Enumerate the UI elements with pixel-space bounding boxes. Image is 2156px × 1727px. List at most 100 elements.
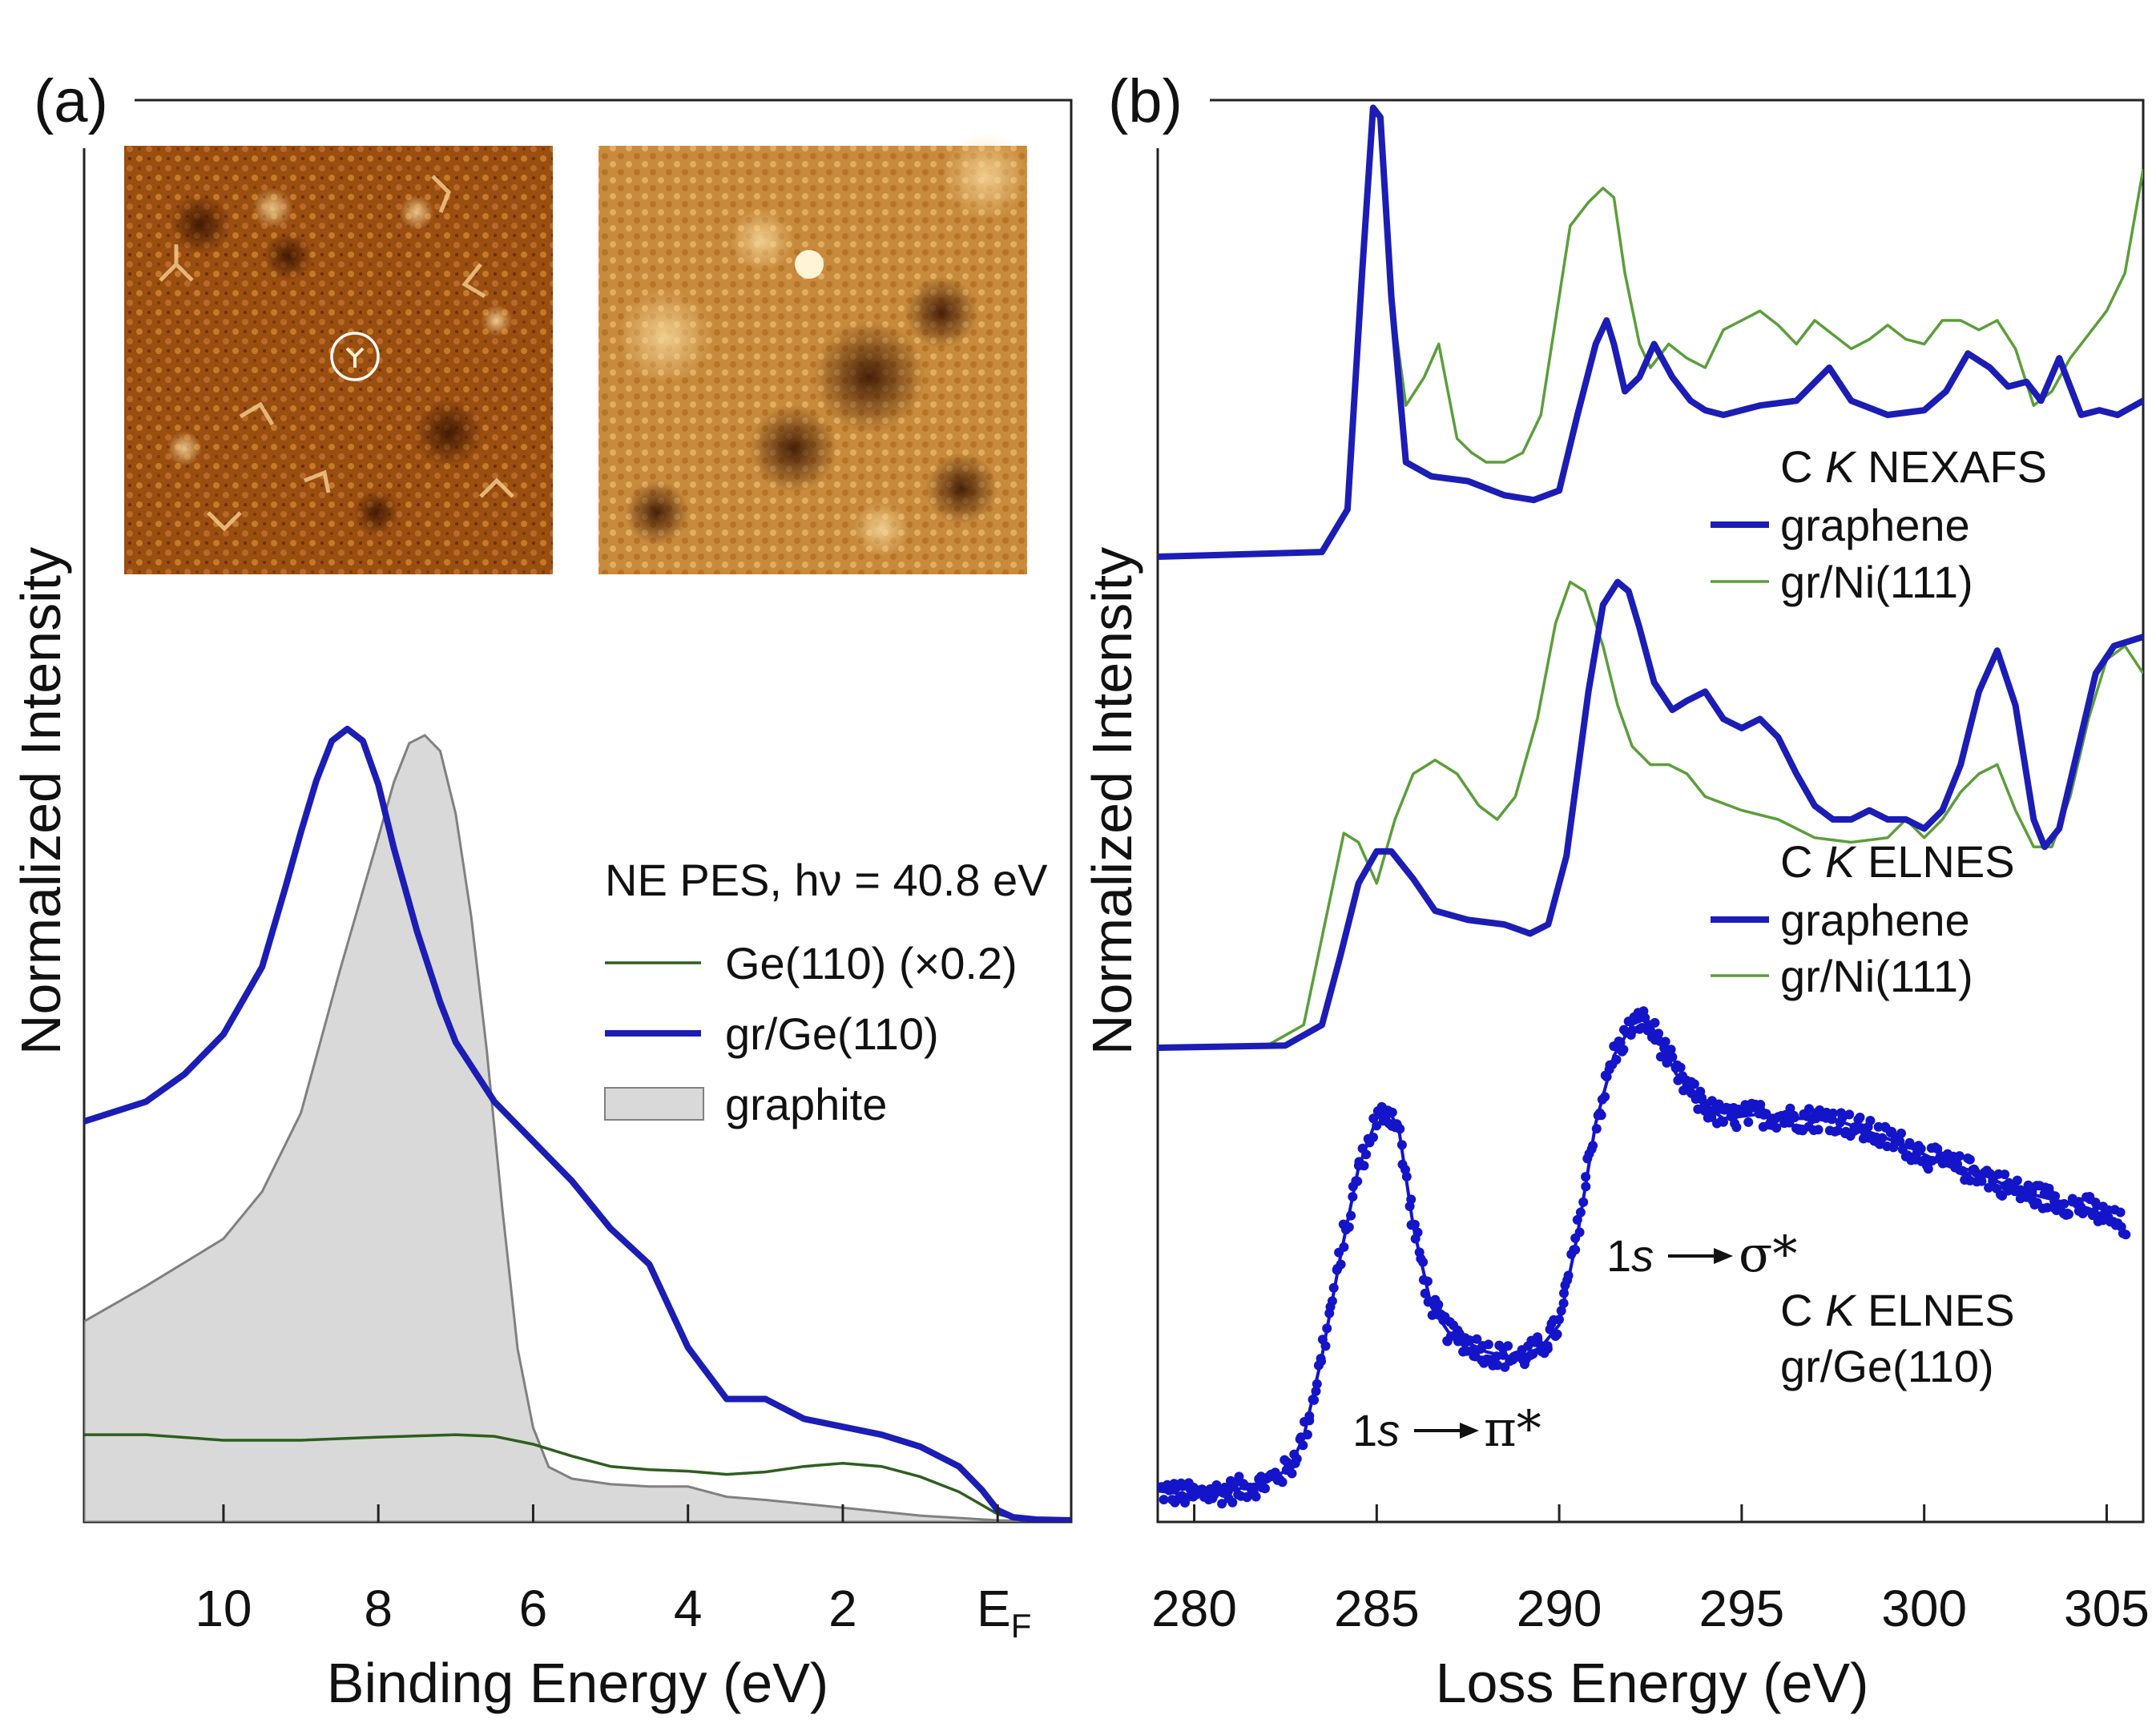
- data-point: [1159, 1495, 1169, 1505]
- data-point: [2064, 1209, 2073, 1219]
- x-tick-label-a-0: 10: [195, 1580, 252, 1637]
- data-point: [1832, 1125, 1843, 1136]
- panel-b-frame: [1156, 99, 2145, 1524]
- annotation-pi-target: π*: [1484, 1399, 1541, 1458]
- plot-a-area: [84, 726, 1071, 1522]
- legend-swatch-graphite: [604, 1087, 704, 1121]
- data-point: [1771, 1123, 1782, 1133]
- series-nexafs-graphene: [1158, 104, 2143, 560]
- series-graphite-area: [84, 734, 1071, 1522]
- data-point: [1865, 1116, 1876, 1125]
- x-tick-label-b-0: 280: [1151, 1580, 1237, 1637]
- x-axis-a-label: Binding Energy (eV): [327, 1652, 828, 1714]
- legend-a-title: NE PES, hν = 40.8 eV: [605, 855, 1048, 905]
- annotation-sigma-arrowhead: [1714, 1248, 1733, 1264]
- legend-nexafs-label-ni: gr/Ni(111): [1780, 557, 1973, 607]
- data-point: [1503, 1341, 1513, 1351]
- data-point: [1483, 1339, 1493, 1350]
- x-tick-label-a-1: 8: [364, 1580, 393, 1637]
- data-point: [1923, 1164, 1933, 1174]
- annotation-sigma-prefix: 1s: [1606, 1230, 1654, 1281]
- series-ge110-line: [84, 1433, 1071, 1522]
- data-point: [1618, 1045, 1629, 1055]
- stm-inset-left: [124, 146, 553, 574]
- y-axis-a-label: Normalized Intensity: [10, 547, 72, 1055]
- legend-nexafs: C K NEXAFS graphene gr/Ni(111): [1711, 441, 2047, 607]
- legend-label-gr-ge110: gr/Ge(110): [725, 1008, 939, 1059]
- legend-elnes-title: C K ELNES: [1780, 836, 2015, 887]
- series-elnes-gr-ge110-fit: [1158, 1018, 2126, 1497]
- data-point: [1965, 1154, 1975, 1165]
- data-point: [1785, 1103, 1795, 1113]
- panel-a: (a): [10, 67, 1073, 1714]
- data-point: [1234, 1471, 1244, 1482]
- data-point: [1493, 1360, 1503, 1371]
- annotation-sigma-star: 1s σ*: [1606, 1225, 1797, 1283]
- y-axis-b-label: Normalized Intensity: [1081, 547, 1143, 1055]
- x-tick-label-b-3: 295: [1699, 1580, 1784, 1637]
- label-elnes-ge-sample: gr/Ge(110): [1780, 1341, 1994, 1391]
- legend-elnes: C K ELNES graphene gr/Ni(111): [1711, 836, 2015, 1001]
- data-point: [1954, 1151, 1965, 1161]
- data-point: [1804, 1104, 1814, 1114]
- legend-nexafs-title: C K NEXAFS: [1780, 441, 2047, 492]
- data-point: [1217, 1499, 1227, 1509]
- x-tick-label-b-5: 305: [2064, 1580, 2150, 1637]
- data-point: [1689, 1079, 1699, 1089]
- data-point: [1472, 1334, 1482, 1344]
- data-point: [2000, 1169, 2010, 1180]
- x-tick-label-a-4: 2: [828, 1580, 857, 1637]
- data-point: [1896, 1128, 1906, 1138]
- panel-b-label: (b): [1108, 67, 1183, 135]
- annotation-pi-prefix: 1s: [1352, 1405, 1400, 1455]
- legend-nexafs-label-graphene: graphene: [1780, 500, 1970, 550]
- legend-elnes-label-graphene: graphene: [1780, 895, 1970, 945]
- data-point: [1650, 1017, 1660, 1028]
- stm-inset-right: [598, 132, 1030, 574]
- series-nexafs-gr-ni111: [1158, 106, 2143, 558]
- x-tick-label-a-2: 6: [519, 1580, 548, 1637]
- legend-a: NE PES, hν = 40.8 eV Ge(110) (×0.2) gr/G…: [604, 855, 1048, 1129]
- data-point: [1855, 1113, 1865, 1122]
- data-point: [1873, 1121, 1884, 1132]
- x-axis-a-ticks: [222, 1504, 999, 1522]
- data-point: [1844, 1109, 1855, 1120]
- data-point: [1227, 1497, 1238, 1508]
- plot-b-area: [1158, 104, 2143, 1509]
- data-point: [1251, 1492, 1261, 1502]
- stm-highlight-circle: [330, 332, 380, 381]
- x-axis-b-label: Loss Energy (eV): [1436, 1652, 1869, 1714]
- annotation-pi-star: 1s π*: [1352, 1399, 1541, 1458]
- series-elnes-gr-ni111: [1158, 580, 2143, 1049]
- data-point: [1655, 1052, 1666, 1062]
- annotation-pi-arrowhead: [1460, 1423, 1479, 1439]
- data-point: [1675, 1062, 1686, 1073]
- data-point: [1277, 1477, 1288, 1487]
- label-elnes-ge-title: C K ELNES: [1780, 1285, 2015, 1335]
- x-tick-label-a-ef: EF: [977, 1580, 1031, 1644]
- x-tick-label-b-1: 285: [1334, 1580, 1420, 1637]
- x-axis-b-ticks: [1193, 1504, 2108, 1522]
- data-point: [1707, 1112, 1717, 1122]
- x-tick-label-a-3: 4: [674, 1580, 703, 1637]
- data-point: [1533, 1332, 1542, 1343]
- data-point: [1743, 1117, 1754, 1127]
- data-point: [1287, 1468, 1297, 1479]
- legend-elnes-label-ni: gr/Ni(111): [1780, 951, 1973, 1001]
- series-gr-ge110-line: [84, 726, 1071, 1522]
- x-tick-label-b-2: 290: [1517, 1580, 1602, 1637]
- data-point: [1977, 1176, 1987, 1186]
- label-elnes-gr-ge110: C K ELNES gr/Ge(110): [1780, 1285, 2015, 1391]
- data-point: [1755, 1100, 1766, 1109]
- annotation-sigma-target: σ*: [1739, 1225, 1797, 1283]
- data-point: [2115, 1207, 2126, 1218]
- data-point: [1260, 1483, 1270, 1494]
- panel-b: (b) 280 285 290 295 300 305 Loss Energy …: [1081, 67, 2150, 1714]
- data-point: [1660, 1037, 1670, 1047]
- data-point: [1731, 1122, 1742, 1133]
- data-point: [2121, 1230, 2131, 1240]
- legend-label-graphite: graphite: [725, 1079, 887, 1129]
- panel-a-label: (a): [34, 67, 108, 135]
- data-point: [1813, 1125, 1824, 1135]
